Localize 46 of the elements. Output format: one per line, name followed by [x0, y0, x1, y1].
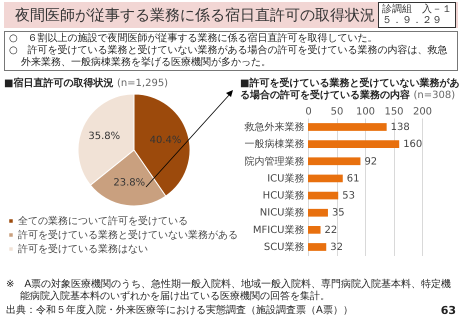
data-label: 40.4%: [150, 135, 182, 146]
data-label: 22: [324, 224, 338, 236]
legend-label: 許可を受けている業務はない: [18, 243, 148, 255]
legend-label: 全ての業務について許可を受けている: [18, 215, 188, 227]
legend-label: 許可を受けている業務と受けていない業務がある: [18, 229, 238, 241]
data-label: 92: [364, 156, 378, 168]
text: 63: [440, 304, 456, 317]
data-label: 138: [390, 122, 410, 133]
x-tick-label: 50: [330, 106, 344, 118]
bar: [308, 192, 338, 200]
text: ○ 許可を受けている業務と受けていない業務がある場合の許可を受けている業務の内容は、救急外来業務、一般病棟業務を挙げる医療機関が多かった。: [9, 45, 449, 69]
text: 診調組 入－１: [382, 4, 452, 15]
y-tick-label: 一般病棟業務: [244, 138, 304, 150]
x-tick-label: 100: [356, 106, 376, 118]
x-tick-label: 0: [305, 106, 312, 118]
bar: [308, 226, 321, 234]
chart-title: ■宿日直許可の取得状況: [4, 78, 114, 89]
bar: [308, 174, 343, 182]
bar: [308, 123, 387, 131]
chart-subtitle: (n=1,295): [116, 78, 168, 89]
y-tick-label: HCU業務: [262, 190, 304, 202]
data-label: 160: [403, 139, 422, 150]
bar: [308, 208, 328, 217]
text: ５．９．２９: [382, 15, 443, 26]
text: ※ A票の対象医療機関のうち、急性期一般入院料、地域一般入院料、専門病院入院基本料、特定機能病院入院基本料のいずれかを届け出ている医療機関の回答を集計。: [6, 279, 452, 303]
data-label: 61: [346, 173, 360, 184]
y-tick-label: ICU業務: [267, 172, 304, 184]
chart-subtitle: (n=308): [413, 90, 456, 101]
bar: [308, 140, 400, 148]
data-label: 35: [332, 208, 345, 219]
y-tick-label: MFICU業務: [252, 224, 304, 236]
y-tick-label: 院内管理業務: [244, 155, 304, 168]
y-tick-label: 救急外来業務: [244, 121, 304, 133]
text: ○ ６割以上の施設で夜間医師が従事する業務に係る宿日直許可を取得していた。: [9, 33, 379, 44]
bar: [308, 243, 326, 251]
text: 夜間医師が従事する業務に係る宿日直許可の取得状況: [14, 6, 376, 24]
data-label: 53: [342, 190, 355, 202]
data-label: 32: [330, 242, 343, 253]
data-label: 35.8%: [88, 130, 120, 142]
y-tick-label: NICU業務: [260, 206, 304, 219]
y-tick-label: SCU業務: [264, 241, 304, 253]
source-note: 出典：令和５年度入院・外来医療等における実態調査（施設調査票（A票））: [6, 305, 353, 317]
data-label: 23.8%: [113, 178, 146, 189]
x-tick-label: 150: [384, 106, 404, 118]
bar: [308, 157, 360, 166]
x-tick-label: 200: [412, 106, 432, 118]
